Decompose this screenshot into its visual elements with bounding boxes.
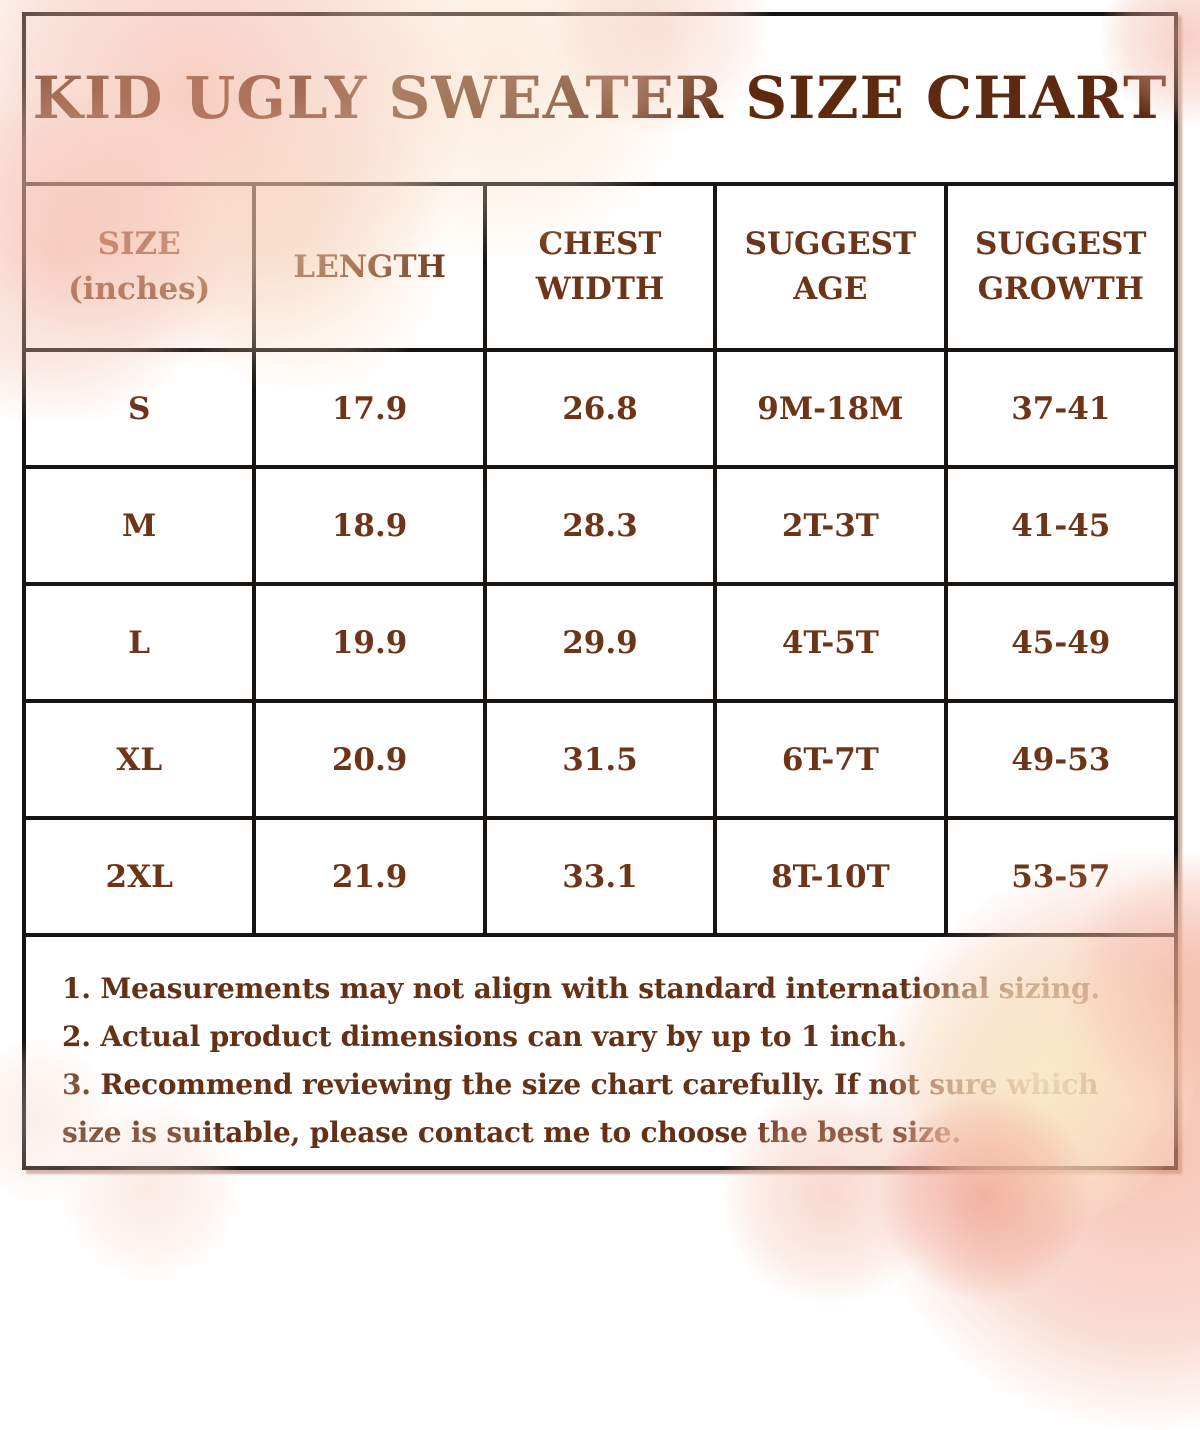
chest-width-cell: 28.3 <box>482 465 718 586</box>
size-cell: M <box>21 465 257 586</box>
suggest-age-cell: 6T-7T <box>713 699 948 820</box>
page-title: KID UGLY SWEATER SIZE CHART <box>32 64 1168 133</box>
table-row-xl: XL 20.9 31.5 6T-7T 49-53 <box>21 699 1179 820</box>
table-row-s: S 17.9 26.8 9M-18M 37-41 <box>21 348 1179 469</box>
suggest-age-cell: 9M-18M <box>713 348 948 469</box>
column-header-chest-width: CHEST WIDTH <box>482 182 718 352</box>
column-header-suggest-age: SUGGEST AGE <box>713 182 948 352</box>
length-cell: 17.9 <box>252 348 487 469</box>
suggest-age-cell: 8T-10T <box>713 816 948 937</box>
size-cell: XL <box>21 699 257 820</box>
notes-box: 1. Measurements may not align with stand… <box>22 933 1178 1170</box>
suggest-age-cell: 2T-3T <box>713 465 948 586</box>
title-box: KID UGLY SWEATER SIZE CHART <box>22 12 1178 186</box>
size-chart-table: KID UGLY SWEATER SIZE CHART SIZE (inches… <box>21 12 1179 1170</box>
table-row-m: M 18.9 28.3 2T-3T 41-45 <box>21 465 1179 586</box>
suggest-growth-cell: 37-41 <box>943 348 1179 469</box>
length-cell: 20.9 <box>252 699 487 820</box>
suggest-growth-cell: 45-49 <box>943 582 1179 703</box>
length-cell: 19.9 <box>252 582 487 703</box>
chest-width-cell: 33.1 <box>482 816 718 937</box>
size-cell: L <box>21 582 257 703</box>
table-header-row: SIZE (inches) LENGTH CHEST WIDTH SUGGEST… <box>21 182 1179 352</box>
suggest-age-cell: 4T-5T <box>713 582 948 703</box>
table-row-l: L 19.9 29.9 4T-5T 45-49 <box>21 582 1179 703</box>
column-header-size: SIZE (inches) <box>21 182 257 352</box>
column-header-length: LENGTH <box>252 182 487 352</box>
note-3: 3. Recommend reviewing the size chart ca… <box>62 1068 1099 1150</box>
size-cell: 2XL <box>21 816 257 937</box>
chest-width-cell: 31.5 <box>482 699 718 820</box>
suggest-growth-cell: 49-53 <box>943 699 1179 820</box>
table-row-2xl: 2XL 21.9 33.1 8T-10T 53-57 <box>21 816 1179 937</box>
column-header-suggest-growth: SUGGEST GROWTH <box>943 182 1179 352</box>
chest-width-cell: 26.8 <box>482 348 718 469</box>
chest-width-cell: 29.9 <box>482 582 718 703</box>
note-2: 2. Actual product dimensions can vary by… <box>62 1020 907 1054</box>
suggest-growth-cell: 41-45 <box>943 465 1179 586</box>
length-cell: 21.9 <box>252 816 487 937</box>
size-cell: S <box>21 348 257 469</box>
length-cell: 18.9 <box>252 465 487 586</box>
suggest-growth-cell: 53-57 <box>943 816 1179 937</box>
note-1: 1. Measurements may not align with stand… <box>62 972 1100 1005</box>
